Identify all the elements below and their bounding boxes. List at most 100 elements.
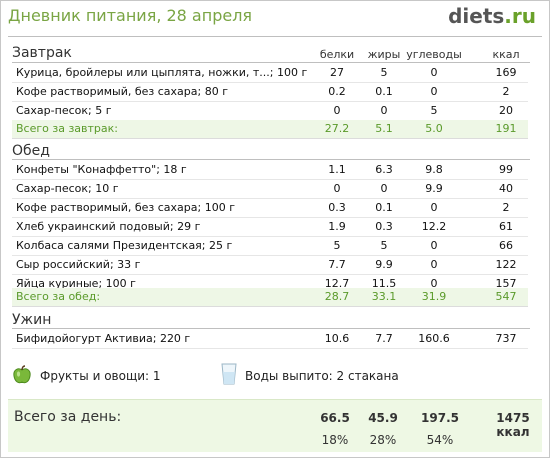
day-total-label: Всего за день:: [14, 409, 122, 425]
breakfast-total-row: Всего за завтрак: 27.2 5.1 5.0 191: [12, 120, 528, 139]
page-title: Дневник питания, 28 апреля: [8, 6, 253, 25]
total-label: Всего за обед:: [16, 290, 101, 303]
lunch-divider: [12, 159, 530, 160]
carbs-value: 0: [430, 258, 438, 271]
fat-value: 6.3: [375, 163, 393, 176]
carbs-total: 5.0: [425, 122, 443, 135]
water-drunk: Воды выпито: 2 стакана: [245, 369, 399, 383]
carbs-value: 0: [430, 85, 438, 98]
table-row[interactable]: Кофе растворимый, без сахара; 80 г 0.2 0…: [12, 83, 528, 102]
fat-total: 5.1: [375, 122, 393, 135]
food-name: Кофе растворимый, без сахара; 100 г: [16, 201, 235, 214]
total-label: Всего за завтрак:: [16, 122, 119, 135]
day-fat: 45.9: [368, 411, 398, 425]
carbs-value: 160.6: [418, 332, 450, 345]
food-name: Кофе растворимый, без сахара; 80 г: [16, 85, 228, 98]
col-protein: белки: [319, 48, 355, 61]
lunch-total-row: Всего за обед: 28.7 33.1 31.9 547: [12, 288, 528, 307]
kcal-value: 61: [499, 220, 513, 233]
protein-value: 1.9: [328, 220, 346, 233]
fat-value: 9.9: [375, 258, 393, 271]
col-kcal: ккал: [492, 48, 520, 61]
logo-main: diets: [448, 4, 505, 28]
food-name: Сыр российский; 33 г: [16, 258, 141, 271]
protein-value: 0.2: [328, 85, 346, 98]
table-row[interactable]: Бифидойогурт Активиа; 220 г 10.6 7.7 160…: [12, 330, 528, 349]
breakfast-title: Завтрак: [12, 45, 72, 61]
table-row[interactable]: Колбаса салями Президентская; 25 г 5 5 0…: [12, 237, 528, 256]
table-row[interactable]: Сыр российский; 33 г 7.7 9.9 0 122: [12, 256, 528, 275]
carbs-total: 31.9: [421, 290, 447, 303]
fat-value: 5: [380, 239, 388, 252]
carbs-value: 0: [430, 239, 438, 252]
protein-value: 5: [333, 239, 341, 252]
lunch-title: Обед: [12, 143, 50, 159]
food-name: Яйца куриные; 100 г: [16, 277, 136, 290]
fat-value: 7.7: [375, 332, 393, 345]
dinner-title: Ужин: [12, 312, 52, 328]
carbs-value: 9.9: [425, 182, 443, 195]
fat-value: 0: [380, 104, 388, 117]
protein-total: 27.2: [324, 122, 350, 135]
food-name: Хлеб украинский подовый; 29 г: [16, 220, 201, 233]
protein-value: 10.6: [324, 332, 350, 345]
protein-value: 7.7: [328, 258, 346, 271]
kcal-value: 157: [495, 277, 517, 290]
food-name: Бифидойогурт Активиа; 220 г: [16, 332, 191, 345]
fat-value: 11.5: [371, 277, 397, 290]
kcal-value: 2: [502, 201, 510, 214]
carbs-value: 5: [430, 104, 438, 117]
fat-value: 0.1: [375, 85, 393, 98]
apple-icon: [13, 365, 31, 384]
table-row[interactable]: Хлеб украинский подовый; 29 г 1.9 0.3 12…: [12, 218, 528, 237]
table-row[interactable]: Кофе растворимый, без сахара; 100 г 0.3 …: [12, 199, 528, 218]
protein-value: 27: [330, 66, 344, 79]
fruits-veggies-count: Фрукты и овощи: 1: [40, 369, 161, 383]
table-row[interactable]: Сахар-песок; 10 г 0 0 9.9 40: [12, 180, 528, 199]
kcal-value: 99: [499, 163, 513, 176]
food-name: Конфеты "Конаффетто"; 18 г: [16, 163, 187, 176]
table-row[interactable]: Курица, бройлеры или цыплята, ножки, т..…: [12, 64, 528, 83]
protein-value: 0: [333, 104, 341, 117]
food-name: Сахар-песок; 10 г: [16, 182, 119, 195]
water-glass-icon: [221, 363, 237, 385]
carbs-value: 0: [430, 66, 438, 79]
day-protein: 66.5: [320, 411, 350, 425]
fat-value: 5: [380, 66, 388, 79]
fat-value: 0.3: [375, 220, 393, 233]
day-kcal: 1475 ккал: [496, 411, 530, 439]
protein-value: 0: [333, 182, 341, 195]
kcal-value: 40: [499, 182, 513, 195]
protein-value: 1.1: [328, 163, 346, 176]
protein-value: 12.7: [324, 277, 350, 290]
day-protein-pct: 18%: [321, 433, 349, 447]
dinner-divider: [12, 328, 530, 329]
kcal-value: 66: [499, 239, 513, 252]
fat-value: 0.1: [375, 201, 393, 214]
food-name: Сахар-песок; 5 г: [16, 104, 112, 117]
breakfast-divider: [12, 62, 530, 63]
day-carbs: 197.5: [421, 411, 459, 425]
table-row[interactable]: Сахар-песок; 5 г 0 0 5 20: [12, 102, 528, 121]
logo-tld: .ru: [504, 4, 536, 28]
food-name: Курица, бройлеры или цыплята, ножки, т..…: [16, 66, 308, 79]
header-divider: [8, 36, 542, 37]
carbs-value: 0: [430, 201, 438, 214]
kcal-value: 169: [495, 66, 517, 79]
carbs-value: 9.8: [425, 163, 443, 176]
day-carbs-pct: 54%: [426, 433, 454, 447]
carbs-value: 0: [430, 277, 438, 290]
table-row[interactable]: Конфеты "Конаффетто"; 18 г 1.1 6.3 9.8 9…: [12, 161, 528, 180]
site-logo[interactable]: diets.ru: [448, 4, 536, 28]
extras-bar: Фрукты и овощи: 1 Воды выпито: 2 стакана: [12, 363, 532, 391]
kcal-total: 191: [495, 122, 517, 135]
day-fat-pct: 28%: [369, 433, 397, 447]
protein-total: 28.7: [324, 290, 350, 303]
kcal-value: 737: [495, 332, 517, 345]
food-name: Колбаса салями Президентская; 25 г: [16, 239, 233, 252]
protein-value: 0.3: [328, 201, 346, 214]
kcal-total: 547: [495, 290, 517, 303]
col-carbs: углеводы: [406, 48, 462, 61]
kcal-value: 2: [502, 85, 510, 98]
fat-total: 33.1: [371, 290, 397, 303]
